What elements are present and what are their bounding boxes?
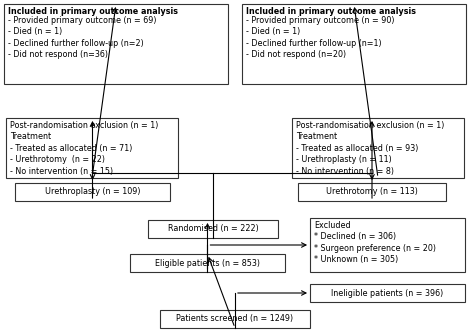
Text: Included in primary outcome analysis: Included in primary outcome analysis xyxy=(8,7,178,16)
Bar xyxy=(148,220,278,238)
Text: Post-randomisation exclusion (n = 1)
Treatment
- Treated as allocated (n = 71)
-: Post-randomisation exclusion (n = 1) Tre… xyxy=(10,121,158,176)
Text: - Provided primary outcome (n = 90)
- Died (n = 1)
- Declined further follow-up : - Provided primary outcome (n = 90) - Di… xyxy=(246,16,394,59)
Bar xyxy=(4,4,228,84)
Bar xyxy=(298,183,446,201)
Text: - Provided primary outcome (n = 69)
- Died (n = 1)
- Declined further follow-up : - Provided primary outcome (n = 69) - Di… xyxy=(8,16,156,59)
Bar xyxy=(130,254,285,272)
Bar xyxy=(6,118,178,178)
Text: Patients screened (n = 1249): Patients screened (n = 1249) xyxy=(176,314,293,323)
Bar xyxy=(292,118,464,178)
Bar xyxy=(310,218,465,272)
Text: Urethrotomy (n = 113): Urethrotomy (n = 113) xyxy=(326,188,418,197)
Text: Randomised (n = 222): Randomised (n = 222) xyxy=(168,224,258,233)
Text: Post-randomisation exclusion (n = 1)
Treatment
- Treated as allocated (n = 93)
-: Post-randomisation exclusion (n = 1) Tre… xyxy=(296,121,444,176)
Bar xyxy=(310,284,465,302)
Bar xyxy=(15,183,170,201)
Bar xyxy=(160,310,310,328)
Text: Ineligible patients (n = 396): Ineligible patients (n = 396) xyxy=(331,289,444,297)
Text: Urethroplasty (n = 109): Urethroplasty (n = 109) xyxy=(45,188,140,197)
Text: Eligible patients (n = 853): Eligible patients (n = 853) xyxy=(155,259,260,268)
Bar xyxy=(242,4,466,84)
Text: Excluded
* Declined (n = 306)
* Surgeon preference (n = 20)
* Unknown (n = 305): Excluded * Declined (n = 306) * Surgeon … xyxy=(314,221,436,264)
Text: Included in primary outcome analysis: Included in primary outcome analysis xyxy=(246,7,416,16)
